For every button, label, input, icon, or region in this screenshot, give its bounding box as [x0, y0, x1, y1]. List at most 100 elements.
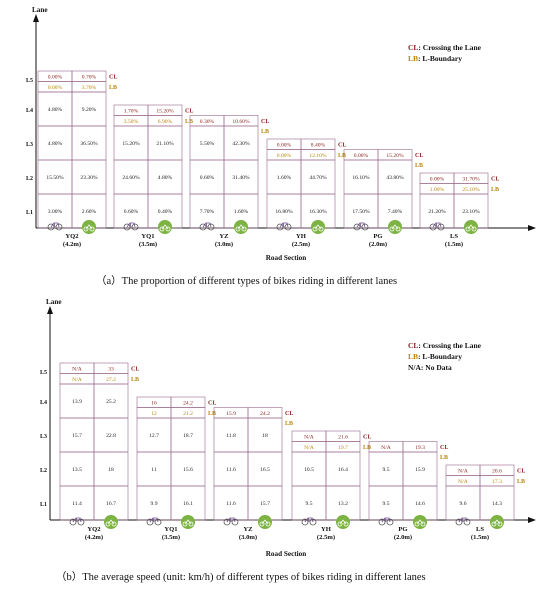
- section-width: (2.5m): [292, 241, 310, 248]
- bicycle-wheel-icon: [231, 518, 239, 526]
- cl-value: 24.2: [260, 411, 270, 417]
- lane-value: 3.00%: [48, 209, 63, 215]
- lane-label-l5: L5: [26, 78, 33, 84]
- section-name: YQ1: [141, 233, 154, 240]
- x-axis-arrow: [528, 225, 536, 231]
- section-yz: 7.70% 1.60% 0.60% 31.40% 5.50% 42.30% 0.30% 10.…: [189, 115, 269, 248]
- bicycle-wheel-icon: [455, 518, 463, 526]
- cl-value: 0.00%: [430, 176, 445, 182]
- cl-value: 19.3: [415, 445, 425, 451]
- cl-value: N/A: [72, 366, 82, 372]
- bicycle-wheel-icon: [223, 518, 231, 526]
- chart-caption: （a）The proportion of different types of …: [96, 275, 397, 287]
- legend-key: CL: [408, 43, 418, 52]
- ebike-frame-icon: [184, 519, 192, 525]
- lane-value: 9.9: [151, 501, 158, 507]
- ebike-badge-icon: [311, 220, 325, 234]
- cl-value: 0.70%: [82, 74, 97, 80]
- lb-value: 3.50%: [124, 119, 139, 125]
- bicycle-wheel-icon: [353, 223, 361, 231]
- lane-value: 22.8: [106, 433, 116, 439]
- lb-value: N/A: [304, 445, 314, 451]
- legend-text: : L-Boundary: [418, 352, 462, 361]
- lb-value: 19.7: [338, 445, 348, 451]
- legend-entry: LB: L-Boundary: [408, 54, 462, 63]
- lane-value: 11.8: [226, 433, 236, 439]
- ebike-badge-icon: [104, 515, 118, 529]
- bicycle-wheel-icon: [131, 223, 139, 231]
- bicycle-wheel-icon: [309, 518, 317, 526]
- ebike-wheel-icon: [235, 226, 241, 232]
- lb-tag: LB: [440, 455, 448, 461]
- lane-label-l1: L1: [40, 502, 47, 508]
- section-width: (1.5m): [471, 534, 489, 541]
- bicycle-wheel-icon: [207, 223, 215, 231]
- bicycle-frame-icon: [356, 222, 366, 228]
- bicycle-frame-icon: [432, 222, 442, 228]
- section-yq1: 9.9 16.1 11 15.6 12.7 18.7 12 21.2 LB 16 24.2 CL YQ1…: [136, 396, 216, 541]
- lane-value: 11: [151, 467, 157, 473]
- section-width: (1.5m): [445, 241, 463, 248]
- ebike-wheel-icon: [395, 226, 401, 232]
- y-axis-arrow: [47, 306, 53, 314]
- ebike-badge-icon: [336, 515, 350, 529]
- cl-tag: CL: [285, 411, 293, 417]
- ebike-wheel-icon: [389, 226, 395, 232]
- lane-value: 25.2: [106, 399, 116, 405]
- lane-value: 11.4: [72, 501, 82, 507]
- section-width: (2.0m): [394, 534, 412, 541]
- bicycle-icon: [146, 517, 162, 526]
- lane-value: 14.6: [415, 501, 425, 507]
- cl-value: 16: [151, 400, 157, 406]
- x-axis-label: Road Section: [266, 254, 307, 262]
- cl-value: 10.60%: [232, 119, 250, 125]
- section-width: (3.5m): [139, 241, 157, 248]
- section-width: (4.2m): [63, 241, 81, 248]
- lane-label-l1: L1: [26, 210, 33, 216]
- section-width: (2.5m): [317, 534, 335, 541]
- ebike-icon: [336, 515, 350, 529]
- ebike-badge-icon: [181, 515, 195, 529]
- legend-key: N/A: [408, 363, 422, 372]
- lane-value: 0.60%: [200, 175, 215, 181]
- lane-value: 16.5: [260, 467, 270, 473]
- bicycle-frame-icon: [50, 222, 60, 228]
- bicycle-wheel-icon: [361, 223, 369, 231]
- bicycle-wheel-icon: [69, 518, 77, 526]
- bicycle-wheel-icon: [55, 223, 63, 231]
- cl-value: 0.00%: [354, 153, 369, 159]
- cl-tag: CL: [491, 176, 499, 182]
- legend-entry: N/A: No Data: [408, 363, 452, 372]
- lane-value: 9.6: [460, 501, 467, 507]
- legend-entry: LB: L-Boundary: [408, 352, 462, 361]
- cl-tag: CL: [109, 74, 117, 80]
- x-axis-arrow: [528, 517, 536, 523]
- bicycle-wheel-icon: [386, 518, 394, 526]
- bicycle-wheel-icon: [154, 518, 162, 526]
- bicycle-icon: [223, 517, 239, 526]
- lane-value: 42.30%: [232, 141, 250, 147]
- cl-value: 0.30%: [200, 119, 215, 125]
- lane-value: 6.60%: [124, 209, 139, 215]
- legend-entry: CL: Crossing the Lane: [408, 341, 482, 350]
- lb-value: 6.90%: [158, 119, 173, 125]
- ebike-wheel-icon: [497, 521, 503, 527]
- lane-value: 1.60%: [234, 209, 249, 215]
- legend-key: LB: [408, 54, 418, 63]
- lb-tag: LB: [285, 421, 293, 427]
- ebike-badge-icon: [234, 220, 248, 234]
- lb-tag: LB: [185, 119, 193, 125]
- section-yq1: 6.60% 0.40% 24.60% 4.80% 15.20% 21.10% 3.50% 6.…: [113, 104, 193, 248]
- bicycle-icon: [69, 517, 85, 526]
- lane-value: 18: [262, 433, 268, 439]
- cl-cell: [402, 441, 438, 453]
- section-yz: 11.6 15.7 11.6 16.5 11.8 18 15.9 24.2 CL LB YZ(3.0…: [213, 407, 293, 541]
- ebike-frame-icon: [467, 224, 475, 230]
- bicycle-wheel-icon: [301, 518, 309, 526]
- cl-value: N/A: [304, 434, 314, 440]
- ebike-badge-icon: [490, 515, 504, 529]
- section-pg: 17.50% 7.40% 16.10% 43.80% 0.00% 15.20% CL LB PG…: [343, 149, 423, 248]
- lane-value: 21.10%: [156, 141, 174, 147]
- lane-value: 7.70%: [200, 209, 215, 215]
- lane-value: 4.80%: [48, 107, 63, 113]
